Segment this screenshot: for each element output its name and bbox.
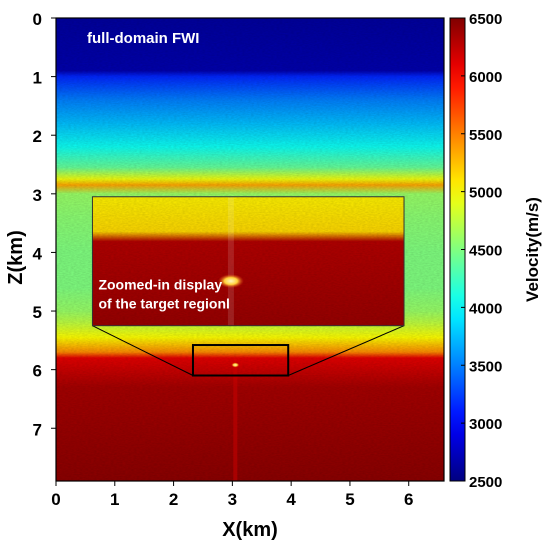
- inset-texture-overlay: [92, 196, 405, 326]
- colorbar-label: Velocity(m/s): [523, 197, 542, 302]
- inset-label-line-1: Zoomed-in display: [98, 277, 222, 293]
- colorbar-tick-label: 3000: [469, 416, 502, 433]
- colorbar-tick-label: 5000: [469, 185, 502, 202]
- y-tick-label: 2: [33, 127, 42, 146]
- colorbar-tick-label: 4000: [469, 300, 502, 317]
- y-tick-label: 1: [33, 69, 42, 88]
- colorbar-tick-label: 6000: [469, 69, 502, 86]
- x-tick-label: 1: [110, 490, 119, 509]
- plot-frame: [55, 17, 445, 482]
- colorbar-tick-label: 2500: [469, 474, 502, 491]
- inset-label-line-2: of the target regionl: [98, 296, 229, 312]
- y-tick-label: 6: [33, 362, 42, 381]
- target-region-box: [191, 344, 290, 377]
- x-tick-label: 0: [51, 490, 60, 509]
- x-tick-label: 3: [228, 490, 237, 509]
- colorbar-tick-label: 4500: [469, 243, 502, 260]
- zoom-connector-left: [92, 325, 194, 376]
- inset-well-trace: [227, 196, 234, 326]
- y-tick-label: 7: [33, 420, 42, 439]
- colorbar-tick-label: 6500: [469, 11, 502, 28]
- y-tick-label: 3: [33, 186, 42, 205]
- target-anomaly: [231, 362, 240, 368]
- x-axis: 0 1 2 3 4 5 6: [51, 481, 413, 509]
- x-tick-label: 4: [286, 490, 296, 509]
- zoom-connector-right: [288, 325, 405, 376]
- y-tick-label: 4: [33, 244, 43, 263]
- x-tick-label: 6: [404, 490, 413, 509]
- y-tick-label: 5: [33, 303, 42, 322]
- colorbar-tick-label: 3500: [469, 358, 502, 375]
- well-trace-streak: [233, 363, 238, 481]
- colorbar-tick-label: 5500: [469, 127, 502, 144]
- x-axis-label: X(km): [222, 519, 278, 541]
- y-axis: 0 1 2 3 4 5 6 7: [33, 10, 56, 439]
- inset-zoom-panel: Zoomed-in display of the target regionl: [91, 196, 405, 327]
- zoom-connector-lines: [92, 325, 405, 376]
- panel-label: full-domain FWI: [87, 30, 199, 47]
- x-tick-label: 2: [169, 490, 178, 509]
- inset-target-anomaly: [217, 274, 244, 289]
- colorbar: 2500 3000 3500 4000 4500 5000 5500 6000 6500: [449, 11, 502, 491]
- inset-border: [91, 196, 405, 327]
- y-tick-label: 0: [33, 10, 42, 29]
- colorbar-ticks: 2500 3000 3500 4000 4500 5000 5500 6000 6500: [461, 11, 502, 491]
- x-tick-label: 5: [345, 490, 354, 509]
- y-axis-label: Z(km): [5, 230, 27, 284]
